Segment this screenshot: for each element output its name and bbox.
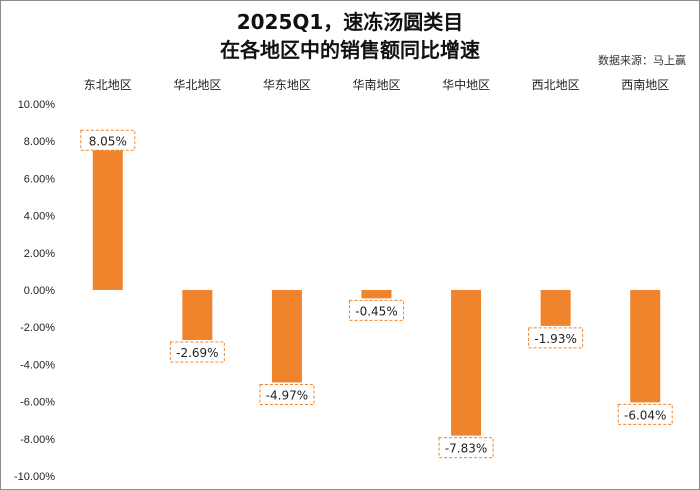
bar xyxy=(92,140,123,290)
bar xyxy=(540,290,571,326)
y-tick-label: -10.00% xyxy=(14,471,55,483)
category-labels: 东北地区 华北地区 华东地区 华南地区 华中地区 西北地区 西南地区 xyxy=(84,77,669,92)
y-tick-label: 2.00% xyxy=(24,248,55,260)
y-tick-label: 4.00% xyxy=(24,211,55,223)
category-label: 华东地区 xyxy=(263,78,311,92)
data-label-box xyxy=(438,437,494,459)
bar xyxy=(630,290,661,403)
data-label: -7.83% xyxy=(445,442,487,456)
data-label: -6.04% xyxy=(624,408,666,422)
bar xyxy=(182,290,213,341)
category-label: 西南地区 xyxy=(621,77,669,92)
category-label: 华北地区 xyxy=(173,78,221,92)
bar xyxy=(271,290,302,383)
data-label-box xyxy=(349,299,404,321)
y-tick-label: 6.00% xyxy=(24,173,55,185)
bar xyxy=(361,290,392,299)
y-tick-label: -4.00% xyxy=(20,359,55,371)
data-source-note: 数据来源：马上赢 xyxy=(598,54,686,67)
y-tick-label: 10.00% xyxy=(18,99,56,111)
data-label-box xyxy=(528,327,584,349)
chart-title: 2025Q1，速冻汤圆类目 xyxy=(236,10,464,34)
category-label: 东北地区 xyxy=(84,78,132,92)
data-label: -0.45% xyxy=(355,304,397,318)
data-label-box xyxy=(259,383,315,405)
data-label: -2.69% xyxy=(176,346,218,360)
bar xyxy=(451,290,482,436)
data-label: -4.97% xyxy=(266,388,308,402)
y-tick-label: 8.00% xyxy=(24,136,55,148)
y-axis: 10.00% 8.00% 6.00% 4.00% 2.00% 0.00% -2.00% -4.… xyxy=(14,99,55,483)
data-label-box xyxy=(169,341,225,363)
category-label: 西北地区 xyxy=(532,78,580,92)
y-tick-label: -2.00% xyxy=(20,322,55,334)
data-label: 8.05% xyxy=(89,134,127,148)
category-label: 华南地区 xyxy=(352,77,400,92)
data-label-box xyxy=(617,403,673,425)
y-tick-label: -6.00% xyxy=(20,397,55,409)
category-label: 华中地区 xyxy=(442,77,490,92)
y-tick-label: 0.00% xyxy=(24,285,55,297)
chart-subtitle: 在各地区中的销售额同比增速 xyxy=(220,38,480,62)
data-label: -1.93% xyxy=(534,332,576,346)
y-tick-label: -8.00% xyxy=(20,434,55,446)
data-labels: 8.05% -2.69% -4.97% -0.45% -7.83% -1.93% -6.04… xyxy=(80,129,673,459)
data-label-box xyxy=(80,129,136,151)
bars xyxy=(92,140,661,436)
